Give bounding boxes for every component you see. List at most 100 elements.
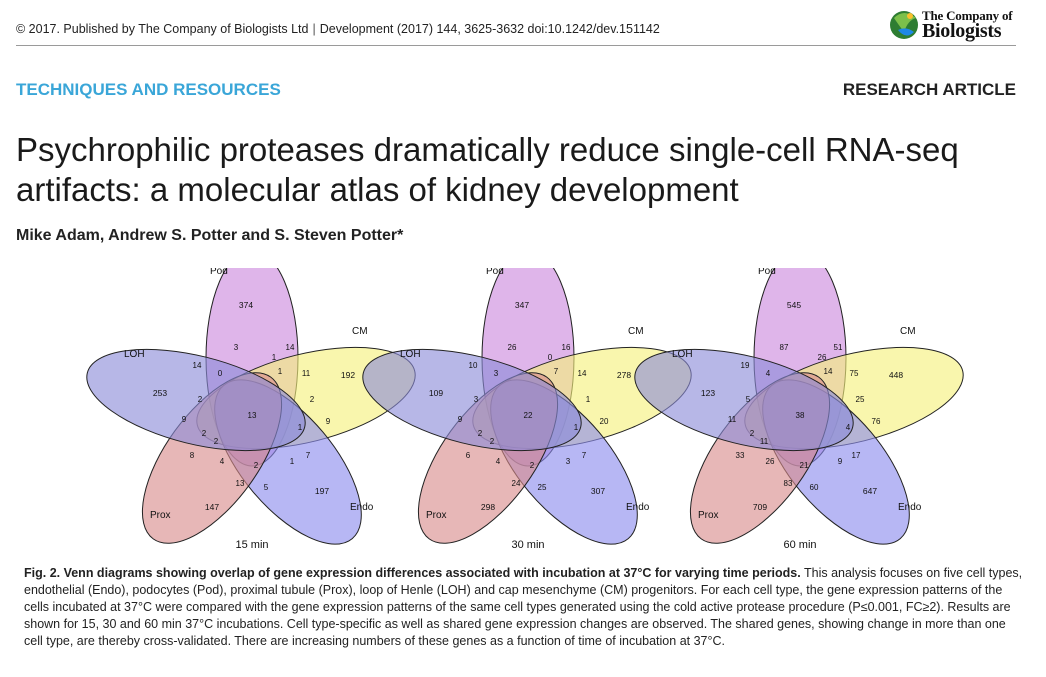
count-cm: 192	[341, 370, 355, 380]
caption-title: Fig. 2. Venn diagrams showing overlap of…	[24, 566, 801, 580]
count-prox: 709	[753, 502, 767, 512]
citation-bar: © 2017. Published by The Company of Biol…	[16, 22, 660, 36]
count-i2: 26	[818, 353, 827, 362]
venn-diagrams: PodCMLOHProxEndo374192253147197131414295…	[86, 249, 964, 551]
count-pod_loh: 19	[741, 361, 750, 370]
count-pod_cm: 14	[286, 343, 295, 352]
panel-label: 60 min	[783, 539, 816, 551]
article-title: Psychrophilic proteases dramatically red…	[16, 130, 1016, 210]
count-prox: 147	[205, 502, 219, 512]
count-i7: 3	[566, 457, 571, 466]
count-i6: 2	[198, 395, 203, 404]
publisher-logo[interactable]: The Company of Biologists	[888, 6, 1016, 44]
venn-panel: PodCMLOHProxEndo374192253147197131414295…	[86, 249, 416, 551]
count-i2: 0	[548, 353, 553, 362]
count-cm: 278	[617, 370, 631, 380]
set-label-loh: LOH	[672, 349, 693, 360]
set-label-cm: CM	[628, 326, 644, 337]
count-center: 38	[796, 411, 805, 420]
count-i9: 2	[530, 461, 535, 470]
copyright-text: © 2017. Published by The Company of Biol…	[16, 22, 309, 36]
venn-panel: PodCMLOHProxEndo545448123709647381951257…	[634, 249, 964, 551]
section-label[interactable]: TECHNIQUES AND RESOURCES	[16, 80, 281, 99]
logo-text-line1: The Company of	[922, 8, 1013, 23]
count-i6: 5	[746, 395, 751, 404]
count-i9: 2	[254, 461, 259, 470]
title-line-2: artifacts: a molecular atlas of kidney d…	[16, 171, 739, 208]
count-pod_loh: 14	[193, 361, 202, 370]
count-i6: 3	[474, 395, 479, 404]
count-i5: 0	[218, 369, 223, 378]
count-prox_loh: 8	[190, 451, 195, 460]
count-center: 22	[524, 411, 533, 420]
count-center: 13	[248, 411, 257, 420]
venn-set-loh	[362, 348, 582, 452]
count-cm: 448	[889, 370, 903, 380]
set-label-endo: Endo	[898, 502, 922, 513]
count-endo_prox: 5	[264, 483, 269, 492]
set-label-pod: Pod	[486, 268, 504, 277]
count-pod: 374	[239, 300, 253, 310]
count-cm_a: 1	[586, 395, 591, 404]
count-i11: 24	[512, 479, 521, 488]
count-i11: 83	[784, 479, 793, 488]
authors: Mike Adam, Andrew S. Potter and S. Steve…	[16, 227, 404, 244]
set-label-cm: CM	[352, 326, 368, 337]
count-cm_endo: 76	[872, 417, 881, 426]
count-i8: 17	[852, 451, 861, 460]
set-label-loh: LOH	[124, 349, 145, 360]
count-endo: 197	[315, 486, 329, 496]
count-cm_endo: 20	[600, 417, 609, 426]
count-prox_loh: 6	[466, 451, 471, 460]
count-i9: 21	[800, 461, 809, 470]
count-i4: 11	[302, 369, 311, 378]
panel-label: 30 min	[511, 539, 544, 551]
count-i4: 75	[850, 369, 859, 378]
count-cm_endo: 9	[326, 417, 331, 426]
count-i5: 3	[494, 369, 499, 378]
header-divider	[16, 45, 1016, 46]
count-i1: 26	[508, 343, 517, 352]
count-i13: 2	[750, 429, 755, 438]
count-i7: 1	[290, 457, 295, 466]
count-endo_prox: 60	[810, 483, 819, 492]
count-loh_cm: 9	[458, 415, 463, 424]
count-i3: 14	[824, 367, 833, 376]
count-i12: 1	[574, 423, 579, 432]
panel-label: 15 min	[235, 539, 268, 551]
count-i8: 7	[582, 451, 587, 460]
count-loh: 123	[701, 388, 715, 398]
figure-2: Pod CM LOH Prox Endo 374 192 253 147 197 13 14 14 2 9 5…	[0, 249, 1046, 565]
set-label-endo: Endo	[626, 502, 650, 513]
count-i10: 26	[766, 457, 775, 466]
count-prox_loh: 33	[736, 451, 745, 460]
count-prox: 298	[481, 502, 495, 512]
count-i14: 11	[760, 437, 769, 446]
figure-caption: Fig. 2. Venn diagrams showing overlap of…	[24, 565, 1024, 650]
separator: |	[312, 22, 316, 36]
count-i10: 4	[220, 457, 225, 466]
count-i5: 4	[766, 369, 771, 378]
article-type: RESEARCH ARTICLE	[842, 80, 1016, 99]
count-endo: 307	[591, 486, 605, 496]
caption-body: This analysis focuses on five cell types…	[24, 566, 1023, 648]
count-i4: 14	[578, 369, 587, 378]
count-i7: 9	[838, 457, 843, 466]
count-i3: 7	[554, 367, 559, 376]
journal-reference[interactable]: Development (2017) 144, 3625-3632 doi:10…	[319, 22, 660, 36]
count-i12: 1	[298, 423, 303, 432]
logo-text-line2: Biologists	[922, 20, 1002, 42]
count-pod_cm: 16	[562, 343, 571, 352]
title-line-1: Psychrophilic proteases dramatically red…	[16, 131, 959, 168]
count-i13: 2	[478, 429, 483, 438]
count-cm_a: 2	[310, 395, 315, 404]
count-pod_loh: 10	[469, 361, 478, 370]
count-i1: 3	[234, 343, 239, 352]
count-loh_cm: 11	[728, 415, 737, 424]
set-label-endo: Endo	[350, 502, 374, 513]
count-pod_cm: 51	[834, 343, 843, 352]
count-pod: 347	[515, 300, 529, 310]
count-i11: 13	[236, 479, 245, 488]
count-loh_cm: 9	[182, 415, 187, 424]
count-endo: 647	[863, 486, 877, 496]
